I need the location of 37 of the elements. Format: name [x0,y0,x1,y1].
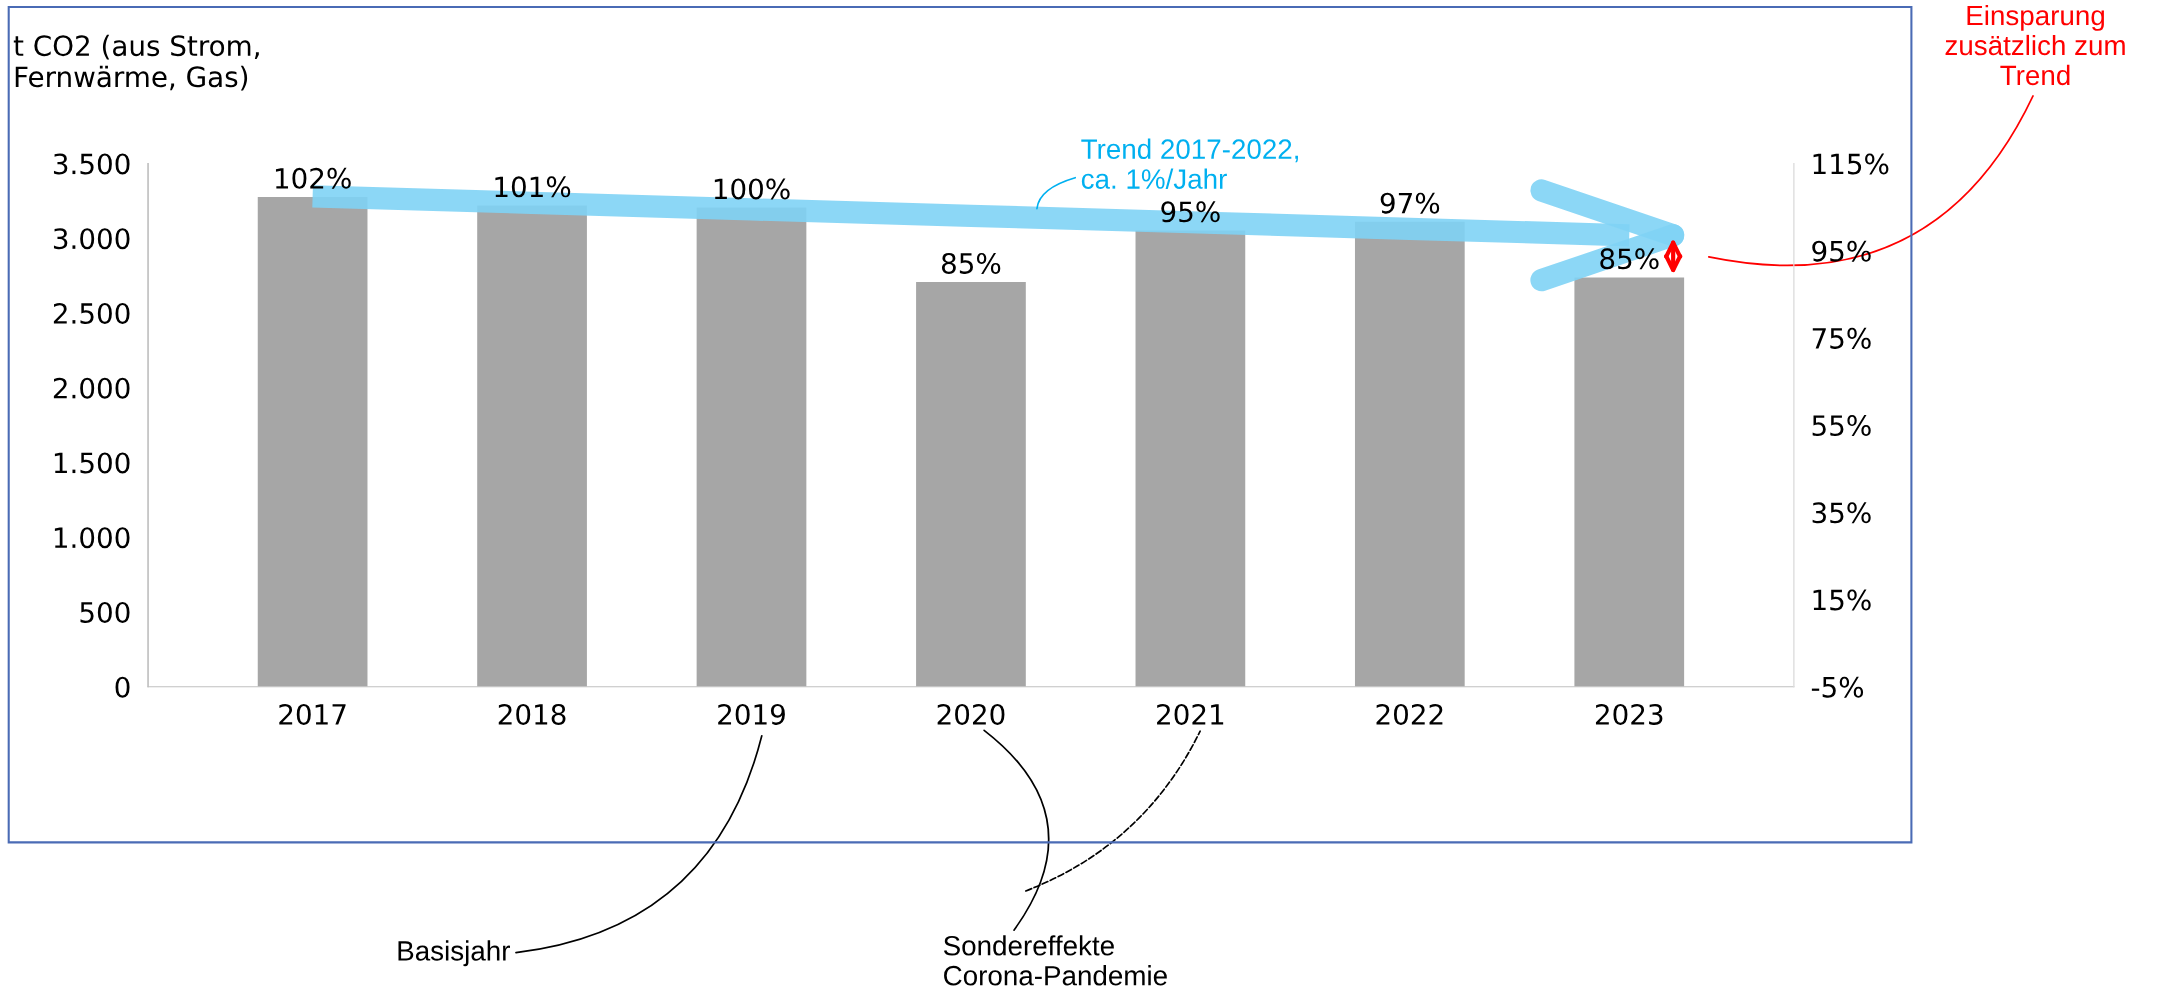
y-tick-label: 500 [80,601,130,623]
annotation: 85% [941,252,1001,274]
x-tick-label: 2018 [498,703,566,725]
y-axis-title: t CO2 (aus Strom, Fernwärme, Gas) [13,34,259,91]
y2-tick-label: 75% [1812,327,1871,349]
annotation: Trend 2017-2022, ca. 1%/Jahr [1081,138,1298,189]
y-tick-label: 0 [115,676,130,698]
y-tick-label: 1.500 [54,452,130,474]
annotation: 101% [495,176,571,198]
x-tick-label: 2021 [1157,703,1224,725]
annotation: 85% [1600,248,1659,270]
y2-tick-label: -5% [1811,676,1864,698]
annotation: 102% [275,167,351,189]
annotation: 95% [1161,201,1220,223]
y2-tick-label: 115% [1813,153,1889,175]
annotation: 97% [1380,192,1440,214]
bar [257,197,368,687]
y-tick-label: 3.500 [53,153,130,175]
y-tick-label: 2.500 [53,302,130,324]
y-tick-label: 1.000 [54,527,130,549]
bar [916,282,1026,687]
annotation: 100% [714,178,790,200]
y-tick-label: 3.000 [53,228,130,250]
y2-tick-label: 15% [1813,589,1871,611]
x-tick-label: 2019 [718,703,785,725]
y2-tick-label: 95% [1812,240,1871,262]
text: Einsparung zusätzlich zum Trend [1945,4,2125,86]
text: Sondereffekte Corona-Pandemie [943,935,1167,986]
x-tick-label: 2022 [1376,703,1443,725]
y2-tick-label: 55% [1812,415,1871,437]
bar [1135,230,1246,687]
x-tick-label: 2023 [1595,703,1663,725]
y-tick-label: 2.000 [53,377,130,399]
text: Basisjahr [398,940,510,967]
y2-tick-label: 35% [1812,502,1871,524]
x-tick-label: 2017 [279,703,346,725]
x-tick-label: 2020 [937,703,1005,725]
